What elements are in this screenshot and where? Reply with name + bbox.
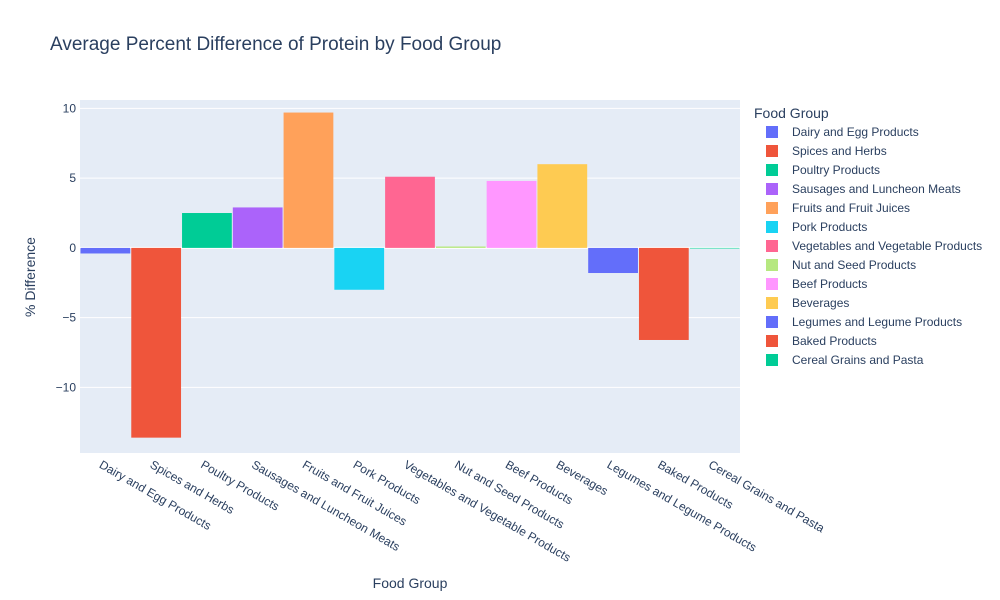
y-axis-title: % Difference <box>22 237 38 317</box>
chart-title: Average Percent Difference of Protein by… <box>50 34 501 55</box>
legend-swatch <box>766 297 778 309</box>
bar <box>537 164 588 248</box>
legend-swatch <box>766 259 778 271</box>
legend-label: Vegetables and Vegetable Products <box>792 239 982 253</box>
y-tick-label: 5 <box>69 171 76 185</box>
legend-title: Food Group <box>754 105 829 121</box>
legend-swatch <box>766 240 778 252</box>
legend-label: Sausages and Luncheon Meats <box>792 182 961 196</box>
legend-swatch <box>766 221 778 233</box>
bar <box>131 247 182 438</box>
legend-swatch <box>766 145 778 157</box>
bar <box>334 247 385 290</box>
legend-swatch <box>766 335 778 347</box>
legend-label: Dairy and Egg Products <box>792 125 919 139</box>
legend-label: Nut and Seed Products <box>792 258 916 272</box>
bar <box>638 247 689 340</box>
bar <box>283 112 334 248</box>
bar <box>689 247 740 249</box>
legend-label: Beef Products <box>792 277 867 291</box>
bar <box>435 246 486 248</box>
x-axis-title: Food Group <box>373 575 448 591</box>
bar <box>588 247 638 274</box>
bar <box>385 176 435 248</box>
legend-swatch <box>766 316 778 328</box>
plot-area <box>80 100 740 453</box>
legend-label: Baked Products <box>792 334 877 348</box>
legend-label: Fruits and Fruit Juices <box>792 201 910 215</box>
legend-swatch <box>766 183 778 195</box>
legend-label: Poultry Products <box>792 163 880 177</box>
y-tick-label: −5 <box>62 311 76 325</box>
bars <box>80 112 740 438</box>
bar <box>182 213 232 248</box>
y-tick-label: 10 <box>63 101 77 115</box>
legend-label: Pork Products <box>792 220 867 234</box>
y-tick-label: 0 <box>69 241 76 255</box>
legend-swatch <box>766 354 778 366</box>
legend-swatch <box>766 126 778 138</box>
bar <box>232 207 283 248</box>
y-tick-labels: 10 5 0 −5 −10 <box>56 101 77 394</box>
legend-swatch <box>766 202 778 214</box>
bar <box>80 247 131 254</box>
bar <box>486 180 537 248</box>
legend-label: Cereal Grains and Pasta <box>792 353 924 367</box>
legend-swatch <box>766 278 778 290</box>
legend-label: Beverages <box>792 296 849 310</box>
legend-label: Spices and Herbs <box>792 144 887 158</box>
legend-swatch <box>766 164 778 176</box>
legend: Dairy and Egg Products Spices and Herbs Po… <box>766 125 982 367</box>
y-tick-label: −10 <box>56 380 77 394</box>
legend-label: Legumes and Legume Products <box>792 315 962 329</box>
